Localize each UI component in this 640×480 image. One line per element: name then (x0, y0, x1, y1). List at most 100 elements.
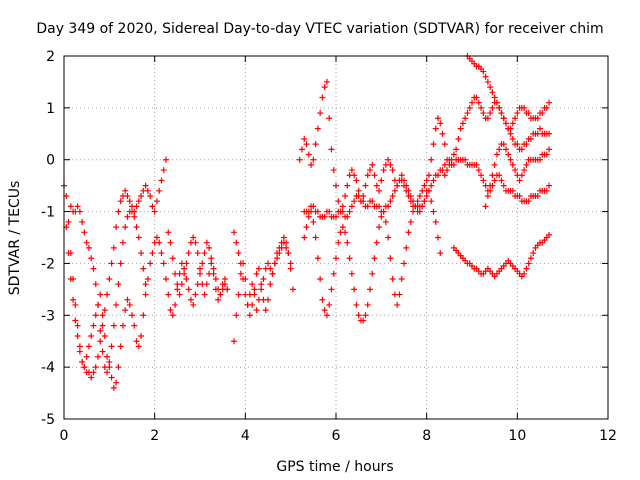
data-point (115, 364, 122, 371)
data-point (308, 161, 315, 168)
data-point (346, 255, 353, 262)
data-point (274, 250, 281, 257)
data-point (140, 312, 147, 319)
data-point (76, 343, 83, 350)
data-point (373, 239, 380, 246)
data-point (142, 291, 149, 298)
data-point (138, 333, 145, 340)
data-point (206, 270, 213, 277)
data-point (369, 198, 376, 205)
data-point (72, 301, 79, 308)
data-point (104, 353, 111, 360)
data-point (215, 296, 222, 303)
data-point (113, 224, 120, 231)
data-point (283, 244, 290, 251)
data-point (90, 322, 97, 329)
data-point (419, 187, 426, 194)
y-tick-label: -5 (41, 412, 55, 428)
data-point (439, 130, 446, 137)
data-point (142, 281, 149, 288)
data-point (310, 156, 317, 163)
data-point (249, 281, 256, 288)
data-point (119, 239, 126, 246)
data-point (251, 286, 258, 293)
data-point (165, 229, 172, 236)
data-point (355, 193, 362, 200)
data-point (364, 301, 371, 308)
data-point (462, 156, 469, 163)
data-point (385, 156, 392, 163)
data-point (101, 307, 108, 314)
data-point (95, 301, 101, 308)
data-point (90, 369, 97, 376)
data-point (190, 301, 197, 308)
data-point (339, 208, 346, 215)
data-point (147, 193, 154, 200)
data-point (287, 260, 294, 267)
data-point (203, 281, 210, 288)
data-point (423, 177, 430, 184)
data-point (525, 110, 532, 117)
data-point (169, 255, 176, 262)
data-point (385, 203, 392, 210)
data-point (500, 182, 507, 189)
data-point (351, 172, 358, 179)
data-point (543, 187, 550, 194)
data-point (321, 213, 328, 220)
data-point (119, 322, 126, 329)
data-point (500, 115, 507, 122)
data-point (546, 182, 553, 189)
data-point (235, 250, 242, 257)
data-point (206, 244, 213, 251)
data-point (457, 125, 464, 132)
data-point (156, 239, 163, 246)
data-point (360, 317, 367, 324)
data-point (217, 291, 224, 298)
data-point (342, 229, 349, 236)
data-point (280, 234, 287, 241)
data-point (160, 260, 167, 267)
data-point (199, 260, 206, 267)
data-point (421, 182, 428, 189)
data-point (339, 224, 346, 231)
data-point (369, 161, 376, 168)
y-tick-label: -3 (41, 308, 55, 324)
data-point (233, 239, 240, 246)
series-s2 (63, 224, 231, 391)
y-axis-label: SDTVAR / TECUs (7, 181, 23, 296)
data-point (115, 281, 122, 288)
data-point (81, 364, 88, 371)
data-point (385, 234, 392, 241)
data-point (110, 322, 117, 329)
data-point (525, 198, 532, 205)
data-point (407, 218, 414, 225)
data-point (546, 99, 553, 106)
data-point (394, 182, 401, 189)
data-point (521, 270, 528, 277)
data-point (351, 286, 358, 293)
data-point (203, 239, 210, 246)
data-point (267, 265, 274, 272)
data-point (487, 110, 494, 117)
data-point (85, 244, 92, 251)
data-point (521, 104, 528, 111)
data-point (133, 338, 140, 345)
data-point (124, 296, 131, 303)
data-point (444, 167, 451, 174)
data-point (163, 275, 169, 282)
data-point (97, 291, 104, 298)
data-point (339, 203, 346, 210)
y-tick-label: 1 (46, 101, 55, 117)
data-point (296, 156, 303, 163)
data-point (208, 255, 215, 262)
data-point (546, 146, 553, 153)
data-point (201, 291, 208, 298)
data-point (88, 255, 95, 262)
data-point (301, 135, 308, 142)
data-point (376, 224, 383, 231)
data-point (258, 286, 265, 293)
data-point (398, 172, 405, 179)
data-point (396, 291, 403, 298)
data-point (319, 296, 326, 303)
data-point (546, 231, 553, 238)
